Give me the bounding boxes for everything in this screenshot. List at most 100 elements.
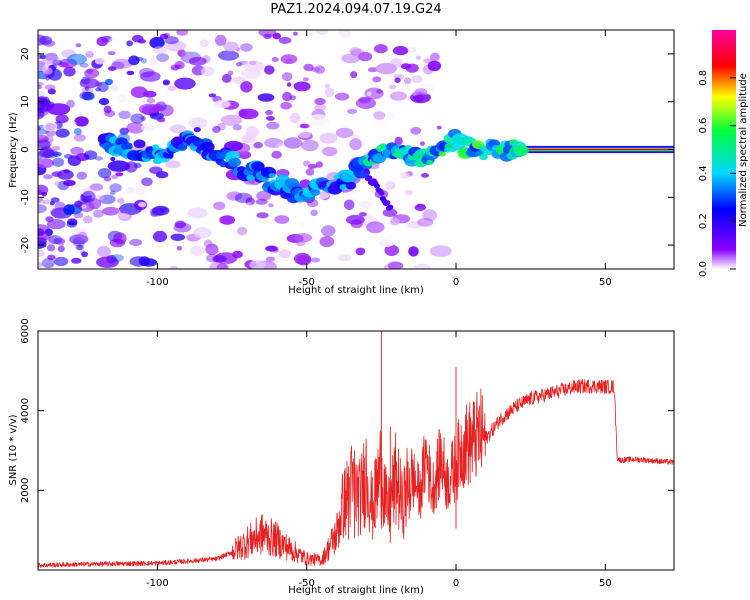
- spectrogram-cell: [283, 137, 303, 149]
- spectrogram-cell: [399, 171, 410, 179]
- spectrogram-cell: [57, 245, 65, 253]
- spectrogram-cell: [55, 128, 70, 138]
- spectrogram-cell: [390, 58, 403, 68]
- spectrogram-y-ticks: -20 -10 0 10 20: [20, 48, 674, 253]
- spectrogram-cell: [280, 54, 298, 64]
- spectrogram-cell: [280, 101, 292, 110]
- x-tick-label: -100: [146, 277, 169, 288]
- spectrogram-cell: [213, 201, 226, 211]
- spectrogram-cell: [76, 171, 88, 180]
- colorbar-label: Normalized spectral amplitude: [738, 73, 749, 227]
- spectrogram-cell: [169, 265, 178, 269]
- spectrogram-cell: [407, 220, 423, 229]
- spectrogram-cell: [400, 63, 412, 70]
- spectrogram-cell: [42, 149, 59, 159]
- spectrogram-ridge-cell: [378, 190, 385, 196]
- spectrogram-cell: [413, 94, 424, 103]
- spectrogram-x-label: Height of straight line (km): [288, 285, 424, 296]
- spectrogram-cell: [103, 105, 112, 114]
- spectrogram-cell: [384, 244, 400, 256]
- x-tick-label: -100: [146, 578, 169, 589]
- spectrogram-cell: [212, 125, 221, 134]
- spectrogram-cell: [46, 244, 56, 252]
- spectrogram-cell: [301, 139, 319, 152]
- spectrogram-cell: [86, 68, 94, 74]
- spectrogram-cell: [177, 49, 186, 57]
- x-tick-label: -50: [299, 578, 315, 589]
- spectrogram-cell: [394, 121, 402, 128]
- spectrogram-cell: [126, 186, 135, 195]
- spectrogram-cell: [232, 124, 242, 131]
- spectrogram-cell: [95, 87, 102, 92]
- spectrogram-cell: [48, 235, 63, 245]
- spectrogram-cell: [74, 128, 82, 136]
- spectrogram-cell: [216, 262, 228, 269]
- colorbar-ticks: 0.0 0.2 0.4 0.6 0.8: [698, 70, 736, 277]
- spectrogram-cell: [374, 44, 388, 54]
- colorbar-tick-label: 0.8: [698, 70, 709, 86]
- spectrogram-cell: [44, 262, 55, 269]
- spectrogram-cell: [38, 82, 44, 86]
- spectrogram-cell: [66, 99, 75, 108]
- spectrogram-cell: [170, 64, 180, 71]
- spectrogram-cell: [71, 257, 82, 264]
- spectrogram-cell: [38, 126, 41, 131]
- spectrogram-cell: [413, 263, 431, 269]
- spectrogram-ridge-cell: [133, 139, 146, 149]
- spectrogram-cell: [392, 45, 409, 56]
- spectrogram-cell: [324, 36, 338, 44]
- spectrogram-cell: [298, 131, 311, 138]
- spectrogram-cell: [321, 146, 338, 157]
- spectrogram-cell: [375, 62, 397, 75]
- spectrogram-cell: [335, 127, 354, 138]
- spectrogram-cell: [420, 173, 430, 178]
- spectrogram-cell: [159, 207, 168, 212]
- chart-title: PAZ1.2024.094.07.19.G24: [270, 2, 442, 17]
- spectrogram-cell: [264, 102, 275, 110]
- spectrogram-cell: [408, 246, 419, 257]
- spectrogram-cell: [73, 134, 86, 142]
- spectrogram-cell: [343, 199, 355, 211]
- spectrogram-cell: [42, 199, 51, 205]
- spectrogram-cell: [133, 162, 142, 169]
- spectrogram-cell: [372, 76, 382, 83]
- spectrogram-cell: [131, 34, 144, 43]
- spectrogram-cell: [84, 68, 100, 79]
- spectrogram-cell: [110, 84, 120, 92]
- spectrogram-cell: [373, 111, 386, 120]
- spectrogram-cell: [240, 43, 253, 52]
- spectrogram-cell: [289, 112, 301, 124]
- spectrogram-cell: [324, 87, 335, 98]
- spectrogram-cell: [176, 245, 182, 251]
- spectrogram-cell: [286, 82, 292, 87]
- spectrogram-ridge-cell: [268, 173, 276, 179]
- spectrogram-cell: [267, 203, 274, 208]
- spectrogram-cell: [255, 198, 268, 205]
- spectrogram-cell: [74, 116, 89, 127]
- spectrogram-cell: [208, 93, 217, 98]
- spectrogram-cell: [84, 48, 95, 54]
- spectrogram-cell: [266, 121, 280, 130]
- spectrogram-cell: [75, 244, 85, 251]
- spectrogram-cell: [53, 237, 66, 245]
- spectrogram-cell: [206, 254, 219, 263]
- spectrogram-cell: [219, 215, 236, 225]
- spectrogram-cell: [315, 161, 323, 168]
- spectrogram-cell: [293, 233, 313, 243]
- spectrogram-cell: [96, 194, 105, 201]
- spectrogram-cell: [38, 96, 48, 106]
- colorbar-tick-label: 0.4: [698, 165, 709, 181]
- snr-y-label: SNR (10 * v/v): [8, 414, 19, 485]
- spectrogram-cell: [264, 65, 275, 75]
- spectrogram-cell: [111, 174, 119, 180]
- spectrogram-cell: [297, 30, 318, 38]
- spectrogram-ridge-cell: [513, 145, 529, 157]
- spectrogram-cell: [139, 67, 155, 78]
- spectrogram-ridge-cell: [227, 157, 242, 168]
- spectrogram-cell: [43, 67, 53, 75]
- spectrogram-cell: [107, 66, 117, 71]
- spectrogram-cell: [169, 124, 187, 134]
- spectrogram-cell: [367, 67, 378, 73]
- x-tick-label: 0: [453, 277, 459, 288]
- spectrogram-ridge-cell: [261, 177, 269, 183]
